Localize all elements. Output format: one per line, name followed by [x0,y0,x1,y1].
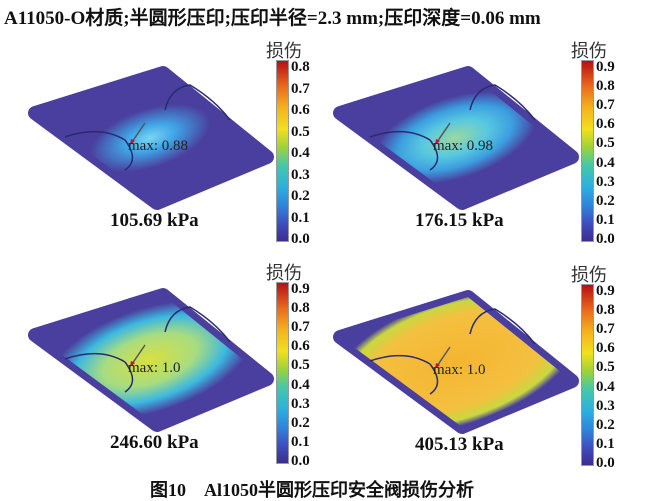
colorbar-tick: 0.8 [291,59,310,75]
colorbar-tick: 0.5 [291,123,310,140]
colorbar [276,282,289,464]
colorbar-tick: 0.9 [596,59,615,75]
plate-contour [333,290,579,434]
max-arrow [436,346,451,367]
colorbar [581,60,594,242]
colorbar-tick: 0.1 [291,433,310,450]
colorbar-tick: 0.8 [596,302,615,319]
colorbar-tick: 0.6 [291,102,310,118]
colorbar-tick: 0.7 [291,319,310,336]
colorbar-tick: 0.8 [291,300,310,317]
pressure-label: 246.60 kPa [110,432,199,453]
figure-caption: 图10 Al1050半圆形压印安全阀损伤分析 [150,480,474,500]
colorbar-tick: 0.1 [596,435,615,452]
colorbar-title: 损伤 [266,263,302,283]
colorbar-tick: 0.8 [596,78,615,95]
colorbar-title: 损伤 [266,41,302,61]
colorbar-tick: 0.0 [291,231,310,247]
panel-405kpa: max: 1.0 405.13 kPa 损伤 0.9 0.8 0.7 0.6 0.5 0.4 0.… [305,224,626,471]
colorbar-tick: 0.2 [596,192,615,209]
semicircle-groove [469,84,536,121]
semicircle-groove [369,130,431,141]
colorbar-tick: 0.4 [596,378,615,395]
colorbar-tick: 0.5 [596,359,615,376]
colorbar-tick: 0.7 [596,321,615,338]
pressure-label: 105.69 kPa [110,210,199,231]
colorbar-tick: 0.0 [291,453,310,469]
panel-105kpa: max: 0.88 105.69 kPa 损伤 0.8 0.7 0.6 0.5 0.4 0.3 0… [0,0,321,247]
max-value-label: max: 0.98 [433,138,493,154]
panel-176kpa: max: 0.98 176.15 kPa 损伤 0.9 0.8 0.7 0.6 0.5 0.4 0… [305,0,626,247]
colorbar-tick: 0.0 [596,455,615,471]
semicircle-groove [469,308,536,345]
colorbar-tick: 0.7 [596,97,615,114]
colorbar-tick: 0.5 [291,357,310,374]
colorbar-tick: 0.2 [291,188,310,204]
colorbar [276,60,289,242]
colorbar-title: 损伤 [571,265,607,285]
colorbar-tick: 0.1 [596,211,615,228]
colorbar-tick: 0.3 [596,397,615,414]
plate-contour [28,288,274,432]
colorbar-tick: 0.1 [291,209,310,226]
figure-header: A11050-O材质;半圆形压印;压印半径=2.3 mm;压印深度=0.06 m… [4,8,541,29]
semicircle-groove [369,354,431,365]
plate-contour [28,66,274,210]
semicircle-groove [164,84,231,121]
colorbar-tick: 0.3 [291,395,310,412]
colorbar-tick: 0.4 [291,145,310,161]
colorbar-tick: 0.2 [291,414,310,431]
max-arrow [131,344,146,365]
max-arrow [131,122,146,143]
colorbar-tick: 0.9 [596,283,615,299]
max-value-label: max: 1.0 [128,360,181,376]
colorbar-tick: 0.6 [596,116,615,133]
colorbar-tick: 0.2 [596,416,615,433]
colorbar-tick: 0.9 [291,281,310,297]
colorbar-tick: 0.4 [291,376,310,393]
colorbar-tick: 0.6 [596,340,615,357]
pressure-label: 405.13 kPa [415,434,504,455]
colorbar-title: 损伤 [571,41,607,61]
colorbar-ticks: 0.9 0.8 0.7 0.6 0.5 0.4 0.3 0.2 0.1 0.0 [596,283,626,471]
semicircle-groove [164,306,231,343]
colorbar-tick: 0.3 [596,173,615,190]
max-value-label: max: 0.88 [128,138,188,154]
colorbar-tick: 0.5 [596,135,615,152]
colorbar [581,284,594,466]
colorbar-ticks: 0.8 0.7 0.6 0.5 0.4 0.3 0.2 0.1 0.0 [291,59,321,247]
colorbar-tick: 0.0 [596,231,615,247]
semicircle-groove [64,130,126,141]
plate-contour [333,66,579,210]
pressure-label: 176.15 kPa [415,210,504,231]
colorbar-tick: 0.6 [291,338,310,355]
damage-zone [89,104,211,172]
semicircle-groove [64,352,126,363]
damage-zone [373,91,537,185]
panel-246kpa: max: 1.0 246.60 kPa 损伤 0.9 0.8 0.7 0.6 0.5 0.4 0.… [0,222,321,469]
colorbar-ticks: 0.9 0.8 0.7 0.6 0.5 0.4 0.3 0.2 0.1 0.0 [596,59,626,247]
max-value-label: max: 1.0 [433,362,486,378]
colorbar-tick: 0.4 [596,154,615,171]
colorbar-tick: 0.7 [291,80,310,97]
colorbar-ticks: 0.9 0.8 0.7 0.6 0.5 0.4 0.3 0.2 0.1 0.0 [291,281,321,469]
max-arrow [436,122,451,143]
colorbar-tick: 0.3 [291,166,310,183]
